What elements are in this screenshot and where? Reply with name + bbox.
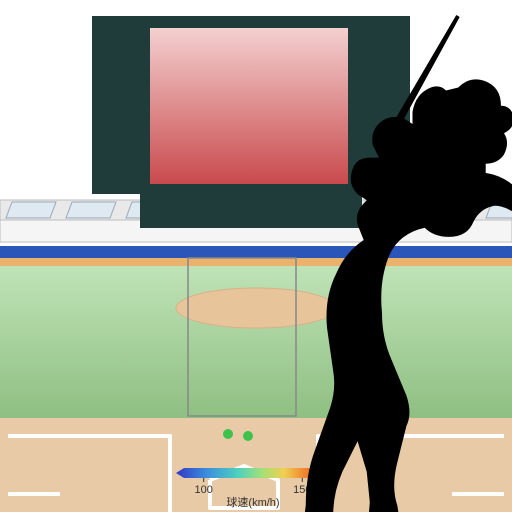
warning-track (0, 258, 512, 266)
pitch-scene: 100150球速(km/h) (0, 0, 512, 512)
scoreboard-screen (150, 28, 348, 184)
pitch-marker (223, 429, 233, 439)
outfield-wall (0, 246, 512, 258)
scoreboard-base (140, 194, 362, 228)
stand-panel (66, 202, 116, 218)
colorbar-tick-label: 100 (195, 484, 213, 496)
colorbar-label: 球速(km/h) (226, 495, 279, 509)
stand-panel (6, 202, 56, 218)
colorbar-gradient (176, 468, 330, 478)
pitchers-mound (176, 288, 336, 328)
pitch-marker (243, 431, 253, 441)
